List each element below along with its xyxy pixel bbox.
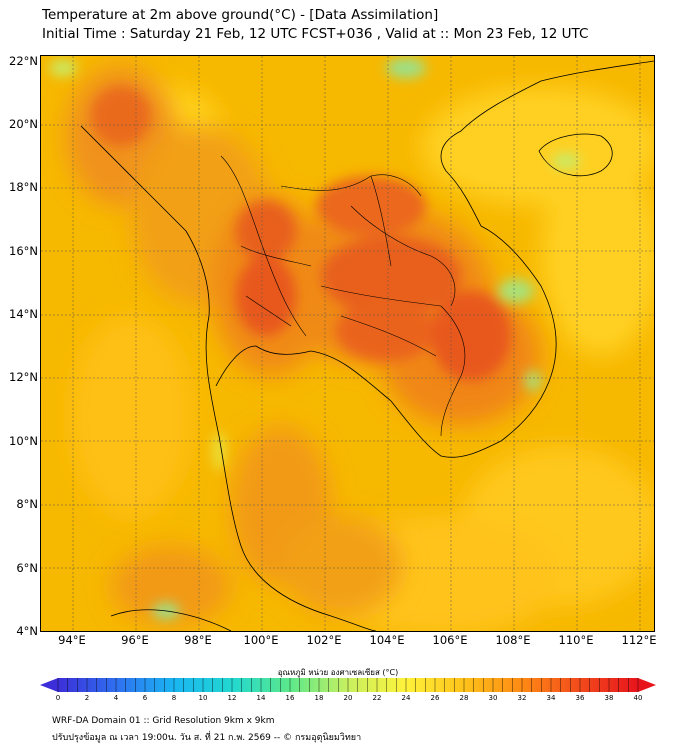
footer-domain-info: WRF-DA Domain 01 :: Grid Resolution 9km … — [52, 716, 275, 726]
hot-spots — [91, 86, 511, 381]
colorbar-tick-label: 6 — [142, 694, 148, 702]
colorbar-tick-label: 0 — [55, 694, 61, 702]
colorbar-tick-label: 22 — [372, 694, 382, 702]
lat-label-12n: 12°N — [9, 370, 38, 384]
colorbar-tick-label: 12 — [227, 694, 237, 702]
colorbar-tick-label: 40 — [633, 694, 643, 702]
title-line-2: Initial Time : Saturday 21 Feb, 12 UTC F… — [42, 26, 589, 42]
lat-label-14n: 14°N — [9, 307, 38, 321]
lat-label-20n: 20°N — [9, 117, 38, 131]
colorbar-tick-label: 4 — [113, 694, 119, 702]
colorbar-tick-label: 32 — [517, 694, 527, 702]
map-canvas — [41, 56, 654, 631]
lon-label-104e: 104°E — [369, 633, 405, 647]
colorbar-tick-label: 28 — [459, 694, 469, 702]
colorbar — [40, 678, 656, 692]
lon-label-98e: 98°E — [184, 633, 212, 647]
lon-label-100e: 100°E — [243, 633, 279, 647]
footer-update-info: ปรับปรุงข้อมูล ณ เวลา 19:00น. วัน ส. ที่… — [52, 733, 362, 743]
colorbar-tick-label: 2 — [84, 694, 90, 702]
colorbar-tick-label: 16 — [285, 694, 295, 702]
chart-title: Temperature at 2m above ground(°C) - [Da… — [42, 6, 588, 44]
colorbar-tick-label: 8 — [171, 694, 177, 702]
temperature-map[interactable] — [40, 55, 655, 632]
colorbar-max-arrow — [638, 678, 656, 692]
colorbar-title: อุณหภูมิ หน่วย องศาเซลเซียส (°C) — [277, 668, 399, 677]
lon-label-94e: 94°E — [58, 633, 86, 647]
colorbar-tick-label: 18 — [314, 694, 324, 702]
lon-label-102e: 102°E — [306, 633, 342, 647]
lon-label-96e: 96°E — [121, 633, 149, 647]
title-line-1: Temperature at 2m above ground(°C) - [Da… — [42, 7, 439, 23]
provincial-borders — [220, 155, 466, 437]
lat-label-8n: 8°N — [16, 497, 38, 511]
colorbar-tick-label: 36 — [575, 694, 585, 702]
colorbar-tick-label: 24 — [401, 694, 411, 702]
lat-label-18n: 18°N — [9, 180, 38, 194]
lat-label-6n: 6°N — [16, 561, 38, 575]
coastlines — [80, 60, 654, 631]
colorbar-tick-label: 20 — [343, 694, 353, 702]
colorbar-tick-label: 26 — [430, 694, 440, 702]
lon-label-112e: 112°E — [621, 633, 657, 647]
colorbar-tick-label: 34 — [546, 694, 556, 702]
lat-label-16n: 16°N — [9, 244, 38, 258]
lon-label-108e: 108°E — [495, 633, 531, 647]
lat-label-22n: 22°N — [9, 54, 38, 68]
lon-label-110e: 110°E — [558, 633, 594, 647]
lon-label-106e: 106°E — [432, 633, 468, 647]
colorbar-tick-label: 38 — [604, 694, 614, 702]
colorbar-tick-label: 14 — [256, 694, 266, 702]
colorbar-min-arrow — [40, 678, 58, 692]
lat-label-10n: 10°N — [9, 434, 38, 448]
lat-label-4n: 4°N — [16, 624, 38, 638]
colorbar-tick-label: 30 — [488, 694, 498, 702]
colorbar-tick-lines — [57, 678, 639, 692]
colorbar-tick-label: 10 — [198, 694, 208, 702]
